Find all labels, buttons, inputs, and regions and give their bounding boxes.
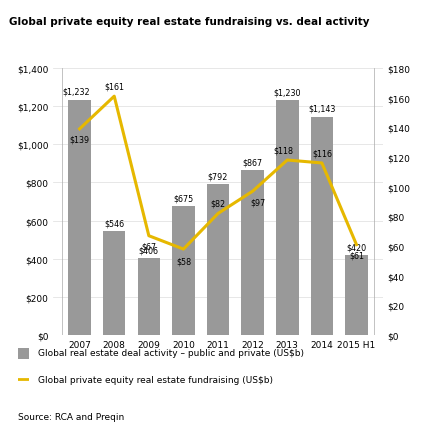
Text: $82: $82 — [210, 199, 226, 208]
Text: $792: $792 — [208, 172, 228, 181]
Text: $406: $406 — [139, 246, 159, 255]
Text: $58: $58 — [176, 257, 191, 266]
Bar — [172, 207, 195, 335]
Text: $161: $161 — [104, 82, 124, 91]
Text: Source: RCA and Preqin: Source: RCA and Preqin — [18, 412, 124, 421]
Bar — [241, 170, 264, 335]
Bar — [69, 101, 91, 335]
Text: $546: $546 — [104, 219, 124, 228]
Text: $118: $118 — [274, 146, 294, 155]
Text: $867: $867 — [243, 158, 263, 167]
Bar — [207, 184, 229, 335]
Text: $420: $420 — [346, 243, 367, 252]
Text: Global real estate deal activity – public and private (US$b): Global real estate deal activity – publi… — [38, 348, 304, 357]
Bar — [276, 101, 299, 335]
Text: $139: $139 — [69, 135, 90, 144]
Text: $67: $67 — [141, 242, 156, 251]
Text: $61: $61 — [349, 251, 364, 260]
Text: $1,143: $1,143 — [308, 104, 336, 114]
Text: Global private equity real estate fundraising vs. deal activity: Global private equity real estate fundra… — [9, 17, 369, 27]
Text: $675: $675 — [173, 194, 194, 203]
Text: Global private equity real estate fundraising (US$b): Global private equity real estate fundra… — [38, 375, 273, 384]
Text: $1,232: $1,232 — [62, 88, 90, 97]
Bar — [103, 231, 125, 335]
Text: $116: $116 — [312, 149, 332, 158]
Bar — [138, 258, 160, 335]
Bar — [311, 118, 333, 335]
Text: $97: $97 — [250, 198, 266, 207]
Bar — [345, 255, 368, 335]
Text: $1,230: $1,230 — [274, 88, 301, 97]
